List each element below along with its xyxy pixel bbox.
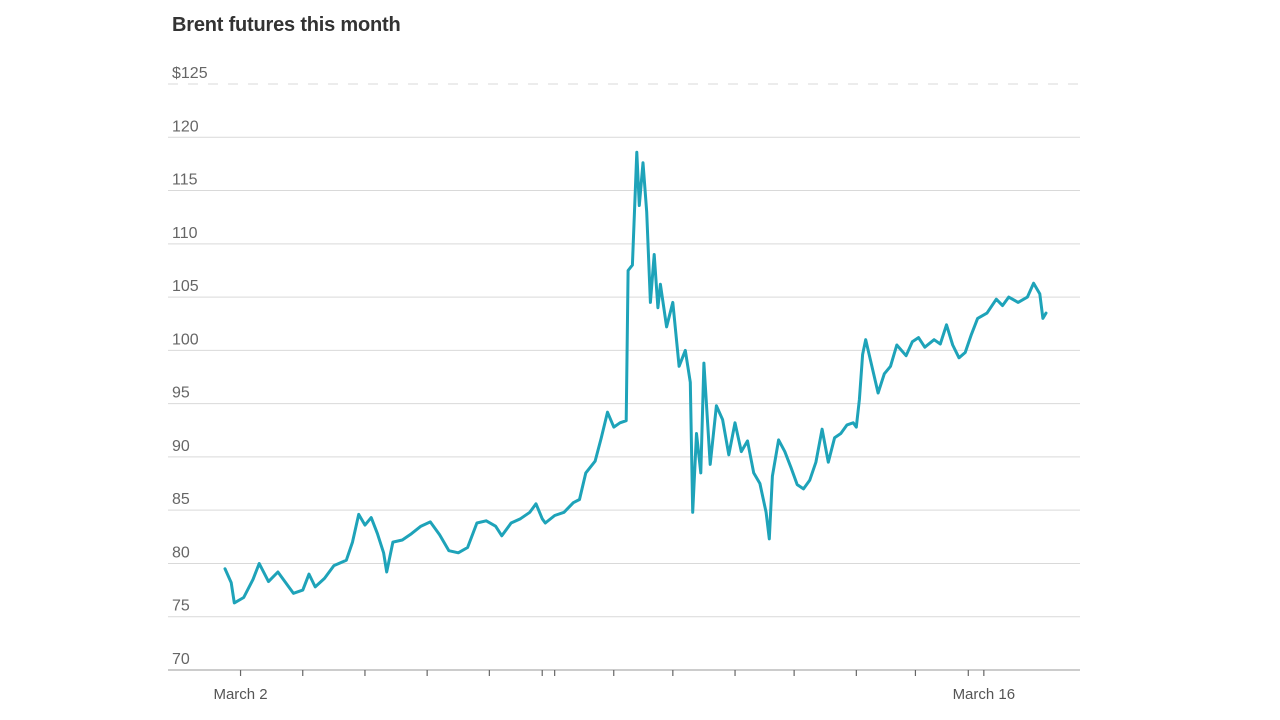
brent-price-line bbox=[223, 150, 1048, 605]
y-tick-label-100: 100 bbox=[172, 331, 199, 348]
y-tick-label-80: 80 bbox=[172, 544, 190, 561]
x-axis-ticks: March 2 March 16 bbox=[213, 670, 1015, 703]
y-tick-label-125: $125 bbox=[172, 65, 208, 82]
y-tick-label-120: 120 bbox=[172, 118, 199, 135]
y-tick-label-75: 75 bbox=[172, 598, 190, 615]
x-tick-label-14: March 16 bbox=[953, 686, 1016, 703]
y-tick-label-90: 90 bbox=[172, 438, 190, 455]
y-tick-label-110: 110 bbox=[172, 225, 198, 242]
y-tick-label-85: 85 bbox=[172, 491, 190, 508]
y-tick-label-115: 115 bbox=[172, 172, 198, 189]
gridlines bbox=[168, 83, 1080, 618]
chart-title: Brent futures this month bbox=[172, 14, 401, 36]
y-tick-label-70: 70 bbox=[172, 651, 190, 668]
y-tick-label-105: 105 bbox=[172, 278, 199, 295]
x-tick-label-0: March 2 bbox=[213, 686, 267, 703]
y-tick-label-95: 95 bbox=[172, 385, 190, 402]
y-axis-ticks: $125 120 115 110 105 100 95 90 85 80 75 70 bbox=[172, 65, 208, 668]
